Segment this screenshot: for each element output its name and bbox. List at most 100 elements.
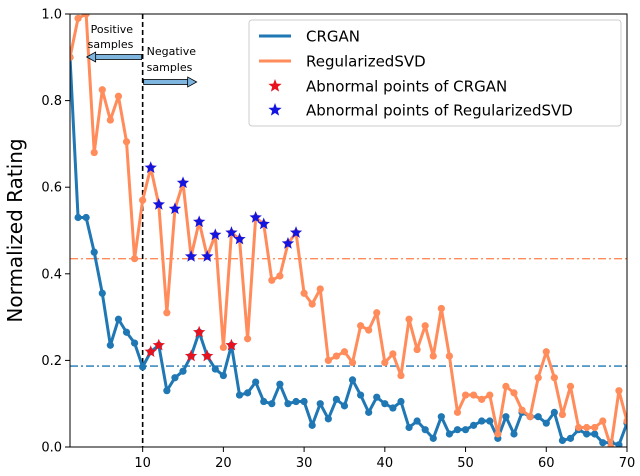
plot-frame [69,13,628,448]
abnormal-star-regularizedsvd [168,202,182,215]
point-regularizedsvd [478,395,486,403]
point-crgan [550,408,558,416]
point-regularizedsvd [316,285,324,293]
abnormal-star-regularizedsvd [281,236,295,249]
point-crgan [316,400,324,408]
abnormal-star-crgan [144,345,157,357]
point-crgan [405,423,413,432]
legend-label-regularizedsvd: RegularizedSVD [306,53,426,71]
point-crgan [365,408,373,416]
point-regularizedsvd [518,406,526,414]
point-crgan [324,415,332,423]
point-regularizedsvd [583,423,591,432]
point-regularizedsvd [445,352,454,360]
legend-label-crgan: CRGAN [306,28,360,46]
point-crgan [534,413,542,421]
point-crgan [461,426,470,434]
legend-star-icon-abnormal-crgan [268,79,282,92]
abnormal-star-regularizedsvd [225,226,238,238]
point-regularizedsvd [615,387,623,395]
x-axis-ticks: 10 20 30 40 50 60 70 [134,447,635,471]
point-regularizedsvd [243,335,252,343]
point-crgan [453,426,462,434]
point-regularizedsvd [558,410,567,419]
abnormal-star-regularizedsvd [249,211,262,223]
point-crgan [357,391,365,399]
legend-box [248,19,622,127]
x-tick-label: 40 [377,456,394,471]
point-regularizedsvd [373,309,381,317]
point-crgan [106,341,114,349]
point-crgan [308,421,316,429]
point-crgan [478,417,486,425]
point-regularizedsvd [365,326,373,334]
point-regularizedsvd [300,289,308,297]
point-crgan [252,378,260,386]
point-crgan [566,434,575,442]
point-crgan [219,371,227,380]
point-regularizedsvd [357,322,365,330]
point-crgan [437,413,445,421]
point-regularizedsvd [122,138,131,146]
point-regularizedsvd [397,371,405,380]
point-regularizedsvd [139,196,147,204]
abnormal-star-regularizedsvd [176,176,190,189]
point-crgan [397,397,405,406]
point-crgan [583,430,591,438]
abnormal-star-crgan [152,338,165,351]
x-tick-label: 60 [538,456,555,471]
point-regularizedsvd [623,417,627,425]
point-regularizedsvd [437,304,445,313]
negative-samples-label-line2: samples [147,61,193,74]
point-crgan [389,404,397,412]
point-crgan [179,367,187,375]
abnormal-points-layer [144,161,303,362]
point-regularizedsvd [421,322,429,330]
point-regularizedsvd [114,92,123,100]
point-regularizedsvd [82,14,90,18]
point-crgan [130,339,139,347]
point-crgan [348,376,357,384]
x-tick-label: 50 [457,456,474,471]
point-crgan [171,374,179,382]
point-regularizedsvd [534,374,542,382]
point-crgan [542,419,550,427]
point-regularizedsvd [332,352,340,360]
point-crgan [260,397,268,406]
point-regularizedsvd [607,443,615,447]
abnormal-star-regularizedsvd [192,215,206,228]
point-regularizedsvd [510,389,518,397]
point-crgan [292,397,300,406]
abnormal-star-regularizedsvd [201,249,214,262]
y-tick-label: 0.6 [41,181,62,196]
abnormal-star-regularizedsvd [233,232,246,245]
point-crgan [235,391,244,399]
sample-annotations: Positive samples Negative samples [85,23,198,88]
point-crgan [615,441,623,447]
point-crgan [139,363,147,371]
point-regularizedsvd [381,358,389,367]
point-regularizedsvd [566,382,575,390]
point-regularizedsvd [413,345,421,354]
point-crgan [276,380,284,388]
abnormal-star-regularizedsvd [257,217,270,230]
series-line-crgan [70,57,627,447]
point-crgan [486,417,494,425]
positive-samples-label-line2: samples [88,38,134,51]
point-regularizedsvd [542,348,550,356]
x-tick-label: 10 [134,456,151,471]
point-crgan [74,213,82,222]
point-regularizedsvd [74,14,82,22]
point-regularizedsvd [494,430,502,438]
point-regularizedsvd [453,408,462,416]
point-regularizedsvd [405,315,413,323]
point-crgan [599,439,607,447]
series-line-regularizedsvd [70,14,627,447]
point-crgan [429,434,437,442]
positive-samples-label-line1: Positive [91,23,134,36]
point-crgan [82,213,90,222]
x-tick-label: 20 [215,456,232,471]
point-crgan [90,248,98,256]
y-tick-label: 1.0 [41,8,62,23]
